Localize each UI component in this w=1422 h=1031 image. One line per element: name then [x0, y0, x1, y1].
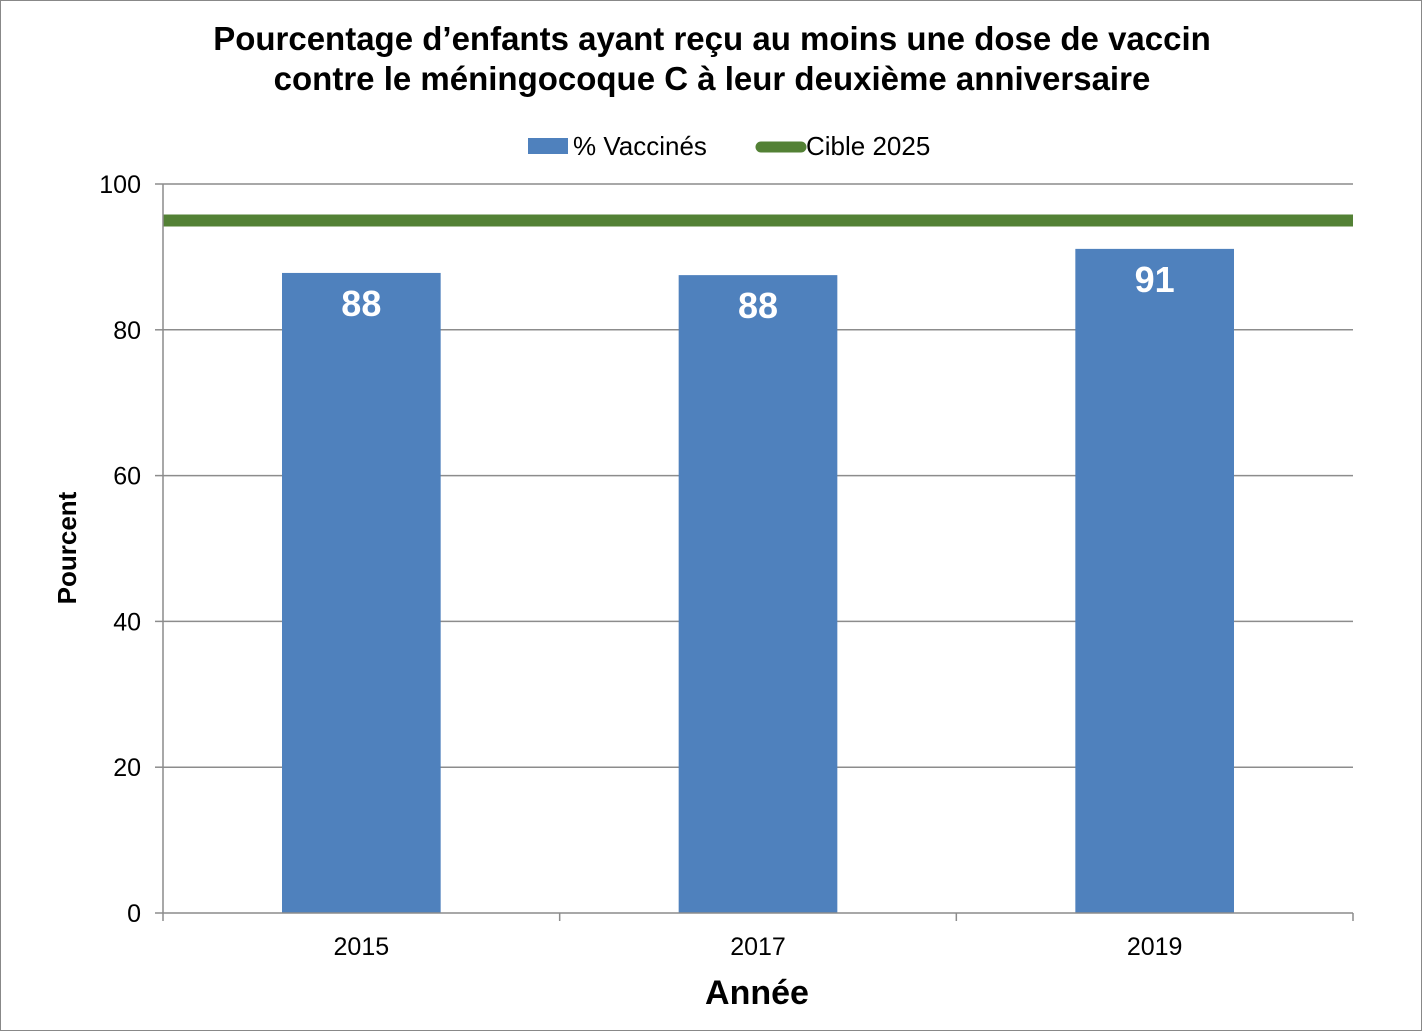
axes	[155, 183, 1354, 921]
y-tick-label-60: 60	[113, 463, 141, 491]
data-label-2017: 88	[738, 285, 778, 326]
bar-2019	[1075, 248, 1234, 914]
chart-title-line-2: contre le méningocoque C à leur deuxième…	[274, 60, 1151, 97]
x-axis-title: Année	[705, 974, 809, 1012]
y-tick-label-80: 80	[113, 317, 141, 345]
legend-swatch-vaccines	[528, 138, 568, 154]
legend: % Vaccinés Cible 2025	[528, 131, 930, 161]
chart-title: Pourcentage d’enfants ayant reçu au moin…	[213, 20, 1211, 97]
bar-2017	[678, 275, 838, 913]
x-tick-label-2017: 2017	[730, 933, 786, 961]
y-tick-label-40: 40	[113, 608, 141, 636]
bar-2015	[282, 272, 441, 913]
x-tick-label-2019: 2019	[1127, 933, 1183, 961]
bars	[282, 248, 1234, 914]
data-label-2019: 91	[1135, 259, 1175, 300]
tick-labels: 0 20 40 60 80 100 2015 2017 2019	[99, 171, 1182, 961]
y-tick-label-100: 100	[99, 171, 141, 199]
x-tick-label-2015: 2015	[334, 933, 390, 961]
y-tick-label-0: 0	[127, 900, 141, 928]
data-label-2015: 88	[341, 283, 381, 324]
chart-title-line-1: Pourcentage d’enfants ayant reçu au moin…	[213, 20, 1211, 57]
y-tick-label-20: 20	[113, 754, 141, 782]
legend-label-target: Cible 2025	[806, 131, 930, 161]
y-axis-title: Pourcent	[52, 491, 82, 604]
legend-label-vaccines: % Vaccinés	[573, 131, 707, 161]
data-labels: 88 88 91	[341, 259, 1174, 326]
